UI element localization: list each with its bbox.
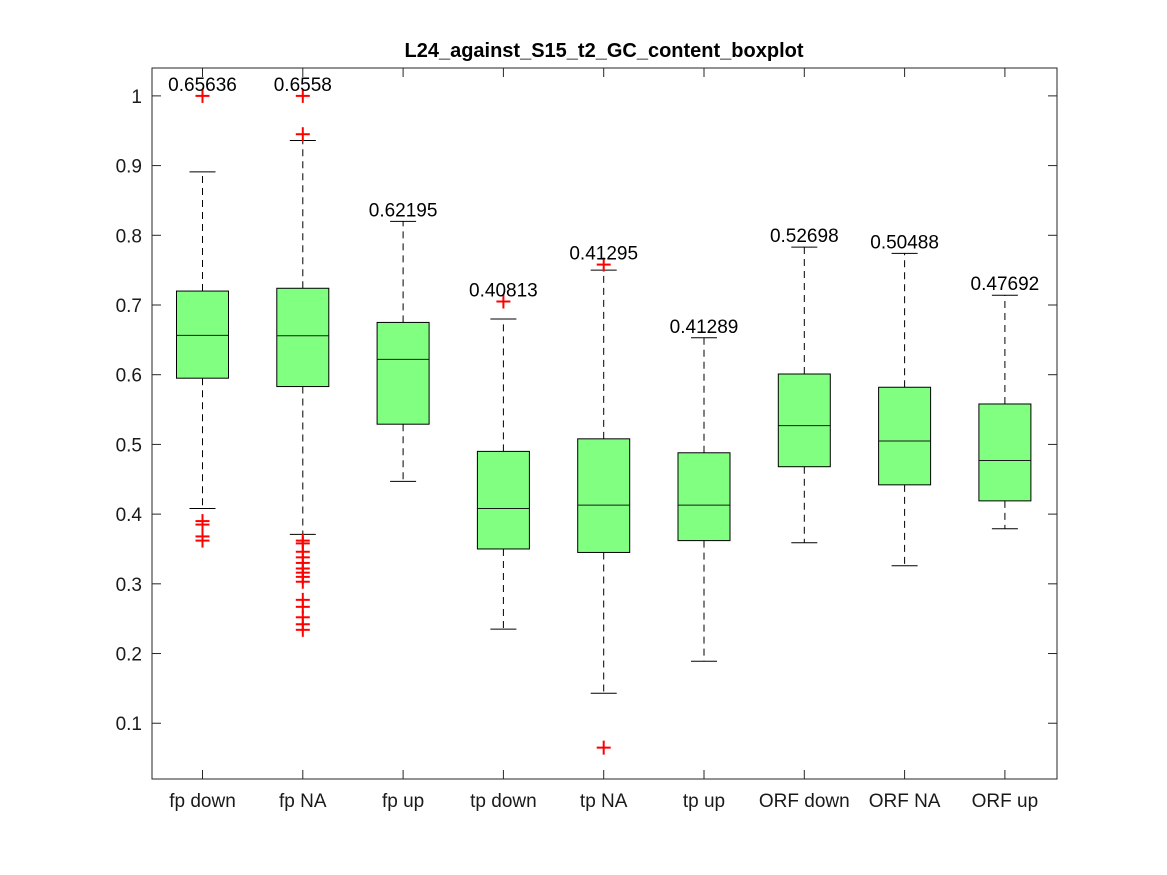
- box-iqr: [476, 450, 530, 550]
- x-tick-label: ORF down: [759, 791, 850, 812]
- median-value-label: 0.41295: [569, 244, 638, 265]
- median-value-label: 0.50488: [870, 232, 939, 253]
- box-iqr: [677, 452, 731, 542]
- y-tick-label: 0.6: [116, 366, 142, 387]
- median-value-label: 0.41289: [670, 317, 739, 338]
- x-tick-label: ORF up: [972, 791, 1039, 812]
- axes-frame: [151, 67, 1058, 780]
- x-tick-label: tp NA: [580, 791, 628, 812]
- median-value-label: 0.40813: [469, 281, 538, 302]
- y-tick-label: 0.5: [116, 435, 142, 456]
- median-value-label: 0.6558: [274, 75, 332, 96]
- x-tick-label: fp up: [382, 791, 424, 812]
- x-tick-label: fp down: [169, 791, 236, 812]
- x-tick-label: fp NA: [279, 791, 327, 812]
- median-value-label: 0.65636: [168, 75, 237, 96]
- plot-area: 0.1 0.2 0.3 0.4 0.5 0.6 0.7 0.8 0.9 1 fp down fp NA…: [116, 67, 1058, 812]
- x-tick-label: tp up: [683, 791, 725, 812]
- y-tick-label: 0.2: [116, 645, 142, 666]
- median-value-label: 0.47692: [971, 274, 1040, 295]
- chart-title: L24_against_S15_t2_GC_content_boxplot: [404, 40, 803, 62]
- box-iqr: [878, 386, 932, 486]
- y-tick-label: 0.8: [116, 226, 142, 247]
- median-value-label: 0.62195: [369, 200, 438, 221]
- y-tick-label: 0.7: [116, 296, 142, 317]
- x-tick-label: tp down: [470, 791, 537, 812]
- y-tick-label: 0.1: [116, 714, 142, 735]
- box-iqr: [176, 290, 229, 379]
- y-tick-label: 1: [131, 87, 142, 108]
- y-tick-label: 0.3: [116, 575, 142, 596]
- x-tick-label: ORF NA: [869, 791, 941, 812]
- median-value-label: 0.52698: [770, 226, 839, 247]
- box-iqr: [978, 403, 1032, 502]
- box-iqr: [777, 373, 831, 468]
- box-iqr: [276, 287, 330, 388]
- box-iqr: [577, 438, 631, 553]
- y-tick-label: 0.4: [116, 505, 143, 526]
- box-iqr: [376, 321, 430, 425]
- y-tick-label: 0.9: [116, 157, 142, 178]
